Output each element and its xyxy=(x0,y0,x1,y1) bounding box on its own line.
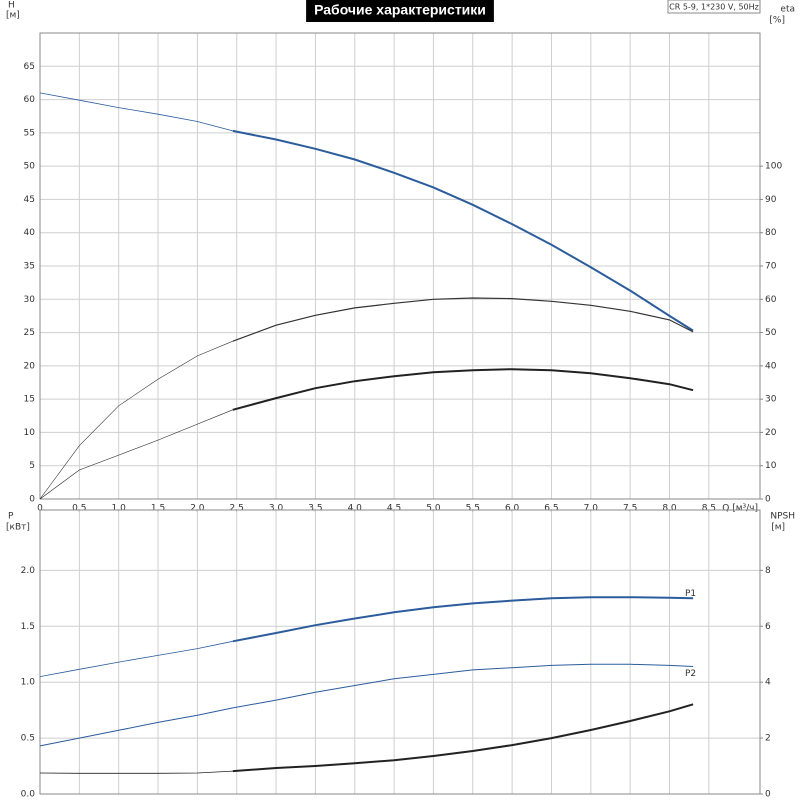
x-tick-label: 4,0 xyxy=(348,504,363,514)
y2-tick-label: 0 xyxy=(765,790,771,800)
y-tick-label: 60 xyxy=(24,95,36,105)
y-axis-unit: [м] xyxy=(6,11,20,21)
x-tick-label: 2,0 xyxy=(190,504,205,514)
annotation-box xyxy=(667,0,761,14)
x-tick-label: 2,5 xyxy=(230,504,244,514)
y-tick-label: 55 xyxy=(24,128,35,138)
x-tick-label: 1,0 xyxy=(112,504,127,514)
y-tick-label: 35 xyxy=(24,262,35,272)
y-axis-label: H xyxy=(8,1,15,11)
x-tick-label: 8,0 xyxy=(662,504,677,514)
y-tick-label: 0.0 xyxy=(21,790,36,800)
x-tick-label: 6,0 xyxy=(505,504,520,514)
y-tick-label: 40 xyxy=(24,228,36,238)
series-line xyxy=(39,409,233,500)
y2-tick-label: 70 xyxy=(765,262,777,272)
y2-tick-label: 0 xyxy=(765,495,771,505)
y-tick-label: 65 xyxy=(24,62,35,72)
y2-tick-label: 100 xyxy=(765,162,782,172)
y-tick-label: 15 xyxy=(24,395,35,405)
y2-axis-label: eta xyxy=(780,5,795,15)
y2-tick-label: 4 xyxy=(765,678,771,688)
y-axis-label: P xyxy=(8,512,14,522)
x-tick-label: 8,5 xyxy=(702,504,716,514)
y2-tick-label: 50 xyxy=(765,328,777,338)
series-line xyxy=(39,770,233,774)
y2-tick-label: 60 xyxy=(765,295,777,305)
x-tick-label: 5,5 xyxy=(466,504,480,514)
y2-tick-label: 90 xyxy=(765,195,777,205)
y-tick-label: 25 xyxy=(24,328,35,338)
x-tick-label: 3,5 xyxy=(308,504,322,514)
series-line xyxy=(232,703,694,773)
y-tick-label: 2.0 xyxy=(21,566,36,576)
series-line xyxy=(39,663,694,747)
x-tick-label: 5,0 xyxy=(426,504,441,514)
annotation: CR 5-9, 1*230 V, 50Hz xyxy=(669,3,759,12)
y2-tick-label: 2 xyxy=(765,734,771,744)
x-tick-label: 7,5 xyxy=(623,504,637,514)
series-line xyxy=(39,640,233,677)
y2-tick-label: 30 xyxy=(765,395,777,405)
series-line xyxy=(39,340,233,500)
series-line xyxy=(39,92,233,132)
x-tick-label: 6,5 xyxy=(544,504,558,514)
y-tick-label: 5 xyxy=(29,461,35,471)
y-axis-unit: [кВт] xyxy=(6,523,30,533)
series-line xyxy=(232,297,694,342)
series-line xyxy=(232,129,694,332)
x-tick-label: 0,5 xyxy=(72,504,86,514)
y-tick-label: 0.5 xyxy=(21,734,35,744)
y2-axis-unit: [м] xyxy=(771,523,785,533)
x-axis-label: Q [м³/ч] xyxy=(722,504,758,514)
plot-frame xyxy=(39,509,761,795)
y2-tick-label: 8 xyxy=(765,566,771,576)
y-tick-label: 10 xyxy=(24,428,36,438)
y2-tick-label: 40 xyxy=(765,361,777,371)
y2-axis-label: NPSH xyxy=(770,512,795,522)
y-tick-label: 1.5 xyxy=(21,622,35,632)
x-tick-label: 3,0 xyxy=(269,504,284,514)
y-tick-label: 30 xyxy=(24,295,36,305)
y-tick-label: 1.0 xyxy=(21,678,36,688)
x-tick-label: 4,5 xyxy=(387,504,401,514)
y2-axis-unit: [%] xyxy=(769,16,785,26)
x-tick-label: 7,0 xyxy=(584,504,599,514)
plot-frame xyxy=(39,32,761,500)
y2-tick-label: 10 xyxy=(765,461,777,471)
y2-tick-label: 80 xyxy=(765,228,777,238)
y2-tick-label: 6 xyxy=(765,622,771,632)
series-line xyxy=(232,368,694,411)
series-label: P2 xyxy=(685,669,696,679)
x-tick-label: 0 xyxy=(37,504,43,514)
series-line xyxy=(232,596,694,643)
y-tick-label: 50 xyxy=(24,162,36,172)
series-label: P1 xyxy=(685,589,696,599)
x-tick-label: 1,5 xyxy=(151,504,165,514)
y-tick-label: 45 xyxy=(24,195,35,205)
y2-tick-label: 20 xyxy=(765,428,777,438)
y-tick-label: 20 xyxy=(24,361,36,371)
y-tick-label: 0 xyxy=(29,495,35,505)
chart-title: Рабочие характеристики xyxy=(314,2,486,18)
title-background xyxy=(306,0,494,22)
